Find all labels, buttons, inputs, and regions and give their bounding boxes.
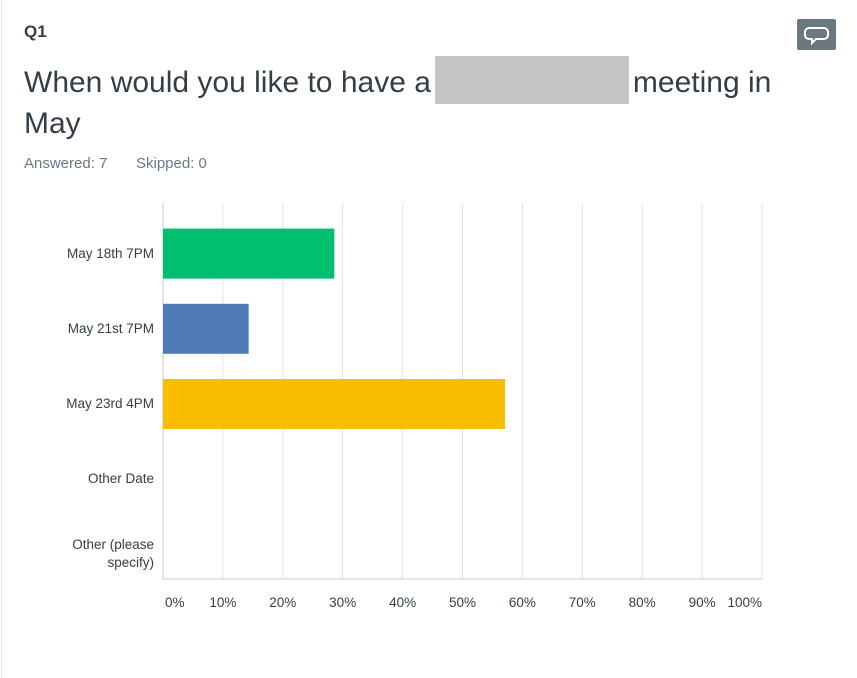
y-tick-label: May 23rd 4PM	[66, 396, 154, 411]
x-tick-label: 50%	[449, 595, 476, 610]
title-text: When would you like to have a	[24, 66, 431, 99]
y-tick-label: May 18th 7PM	[66, 245, 154, 261]
y-tick-label: Other (please specify)	[72, 537, 154, 571]
question-number: Q1	[24, 22, 47, 41]
bar	[163, 228, 335, 279]
x-tick-label: 60%	[509, 595, 536, 610]
y-tick-label: Other Date	[87, 471, 154, 487]
x-tick-label: 80%	[629, 595, 656, 610]
x-tick-label: 70%	[569, 595, 596, 610]
skipped-count: Skipped: 0	[136, 155, 207, 172]
question-title: When would you like to have a meeting in …	[24, 56, 814, 144]
comment-icon	[804, 27, 829, 46]
x-tick-label: 100%	[727, 595, 762, 610]
x-tick-label: 30%	[329, 595, 356, 610]
title-text: meeting in May	[24, 66, 772, 140]
x-tick-label: 40%	[389, 595, 416, 610]
bar	[163, 303, 249, 354]
x-tick-label: 10%	[209, 595, 236, 610]
x-tick-label: 20%	[269, 595, 296, 610]
redacted-box	[434, 56, 629, 104]
x-tick-label: 0%	[165, 595, 185, 610]
answered-count: Answered: 7	[24, 155, 108, 172]
y-tick-label: May 21st 7PM	[67, 320, 154, 336]
comment-button[interactable]	[797, 19, 836, 50]
bar	[163, 379, 506, 429]
x-tick-label: 90%	[689, 595, 716, 610]
